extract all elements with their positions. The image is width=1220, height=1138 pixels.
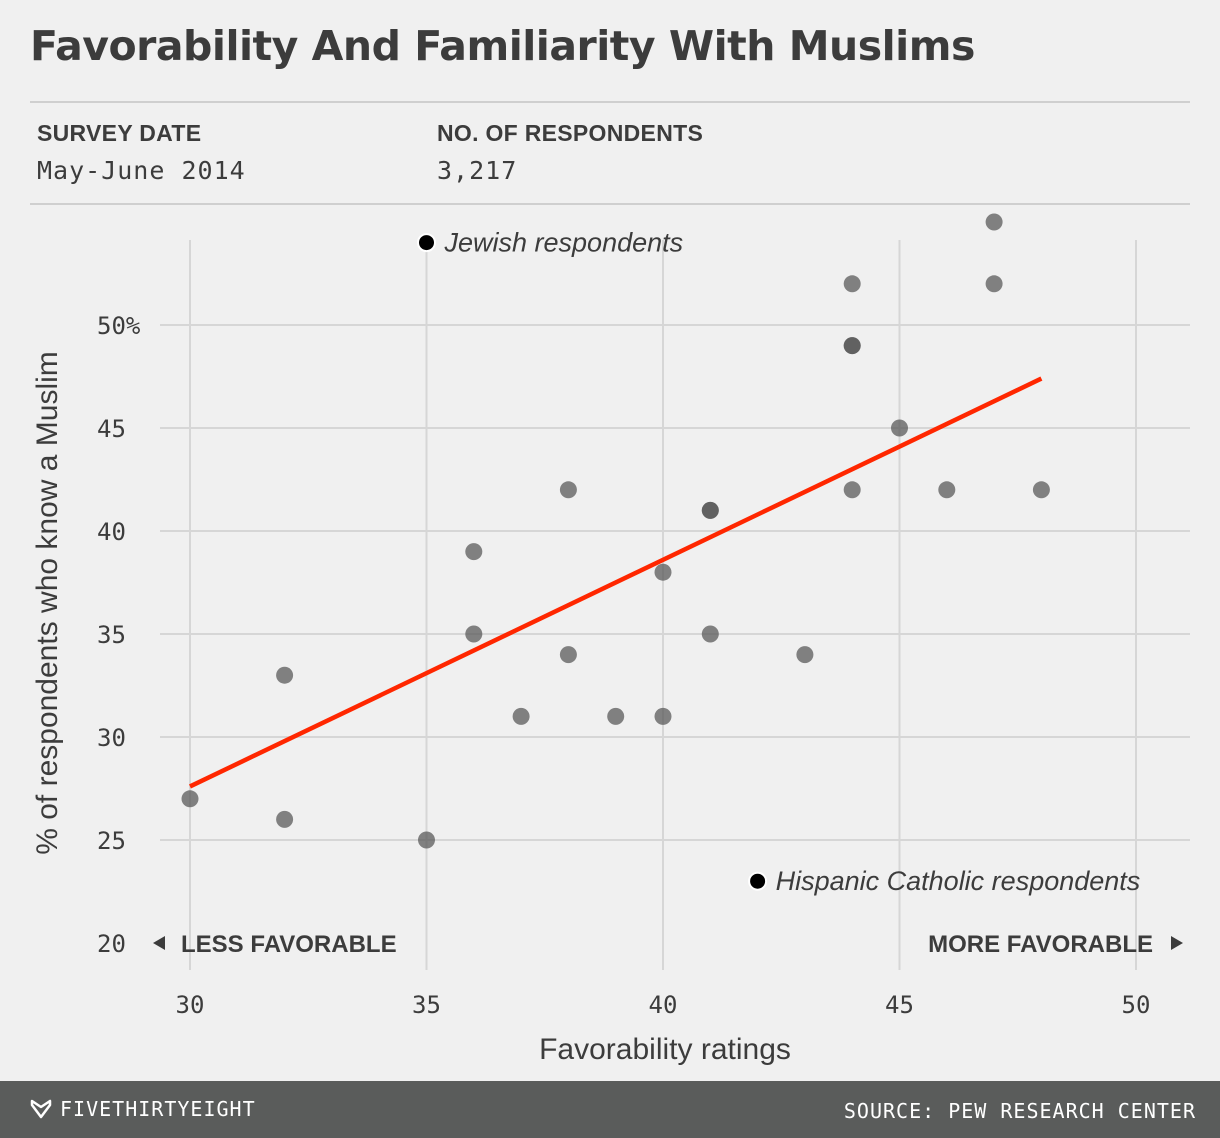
data-point bbox=[559, 646, 577, 664]
y-tick-label: 30 bbox=[97, 724, 126, 752]
data-point bbox=[985, 213, 1003, 231]
y-tick-label: 20 bbox=[97, 930, 126, 958]
x-tick-label: 40 bbox=[649, 991, 678, 1019]
data-point bbox=[465, 543, 483, 561]
header-top-divider bbox=[30, 101, 1190, 103]
more-favorable-label: MORE FAVORABLE bbox=[928, 931, 1153, 958]
annotated-point bbox=[417, 233, 436, 253]
y-tick-label: 45 bbox=[97, 415, 126, 443]
left-arrow-icon bbox=[153, 936, 165, 950]
trend-line bbox=[189, 376, 1043, 789]
brand: FIVETHIRTYEIGHT bbox=[30, 1097, 256, 1121]
data-point bbox=[512, 707, 530, 725]
data-point bbox=[276, 810, 294, 828]
x-axis-title: Favorability ratings bbox=[539, 1033, 791, 1066]
data-point bbox=[843, 481, 861, 499]
x-tick-label: 50 bbox=[1122, 991, 1151, 1019]
survey-date-label: SURVEY DATE bbox=[37, 120, 202, 146]
y-tick-label: 40 bbox=[97, 518, 126, 546]
footer-bar: FIVETHIRTYEIGHT SOURCE: PEW RESEARCH CEN… bbox=[0, 1081, 1220, 1138]
fivethirtyeight-logo-icon bbox=[30, 1099, 52, 1119]
data-point bbox=[843, 275, 861, 293]
data-point bbox=[654, 707, 672, 725]
data-point bbox=[796, 646, 814, 664]
less-favorable-label: LESS FAVORABLE bbox=[181, 931, 397, 958]
annotation-label: Jewish respondents bbox=[444, 228, 684, 258]
respondents-value: 3,217 bbox=[437, 156, 518, 185]
right-arrow-icon bbox=[1171, 936, 1183, 950]
source-note: SOURCE: PEW RESEARCH CENTER bbox=[843, 1099, 1196, 1123]
x-tick-label: 30 bbox=[176, 991, 205, 1019]
respondents-label: NO. OF RESPONDENTS bbox=[437, 120, 704, 146]
x-tick-label: 35 bbox=[412, 991, 441, 1019]
data-point bbox=[607, 707, 625, 725]
y-tick-label: 50% bbox=[97, 312, 141, 340]
data-point bbox=[938, 481, 956, 499]
data-point bbox=[701, 625, 719, 643]
brand-name: FIVETHIRTYEIGHT bbox=[60, 1097, 256, 1121]
data-point bbox=[654, 563, 672, 581]
annotation-label: Hispanic Catholic respondents bbox=[776, 866, 1141, 896]
data-point bbox=[418, 831, 435, 849]
data-point bbox=[985, 275, 1003, 293]
data-point bbox=[1032, 481, 1050, 499]
data-point bbox=[843, 337, 861, 355]
header-bottom-divider bbox=[30, 203, 1190, 205]
chart-title: Favorability And Familiarity With Muslim… bbox=[30, 22, 975, 70]
survey-date-value: May-June 2014 bbox=[37, 156, 246, 185]
data-point bbox=[701, 501, 719, 519]
data-point bbox=[276, 666, 294, 684]
annotated-point bbox=[748, 871, 768, 891]
y-tick-label: 35 bbox=[97, 621, 126, 649]
data-point bbox=[559, 481, 577, 499]
data-point bbox=[181, 790, 199, 808]
x-tick-label: 45 bbox=[885, 991, 914, 1019]
data-point bbox=[465, 625, 483, 643]
data-point bbox=[891, 419, 908, 437]
y-tick-label: 25 bbox=[97, 827, 126, 855]
scatter-chart: 30 35 40 45 50 20 25 30 35 40 45 50% LESS FAVORABLE M… bbox=[31, 213, 1190, 1066]
y-axis-title: % of respondents who know a Muslim bbox=[31, 351, 64, 855]
